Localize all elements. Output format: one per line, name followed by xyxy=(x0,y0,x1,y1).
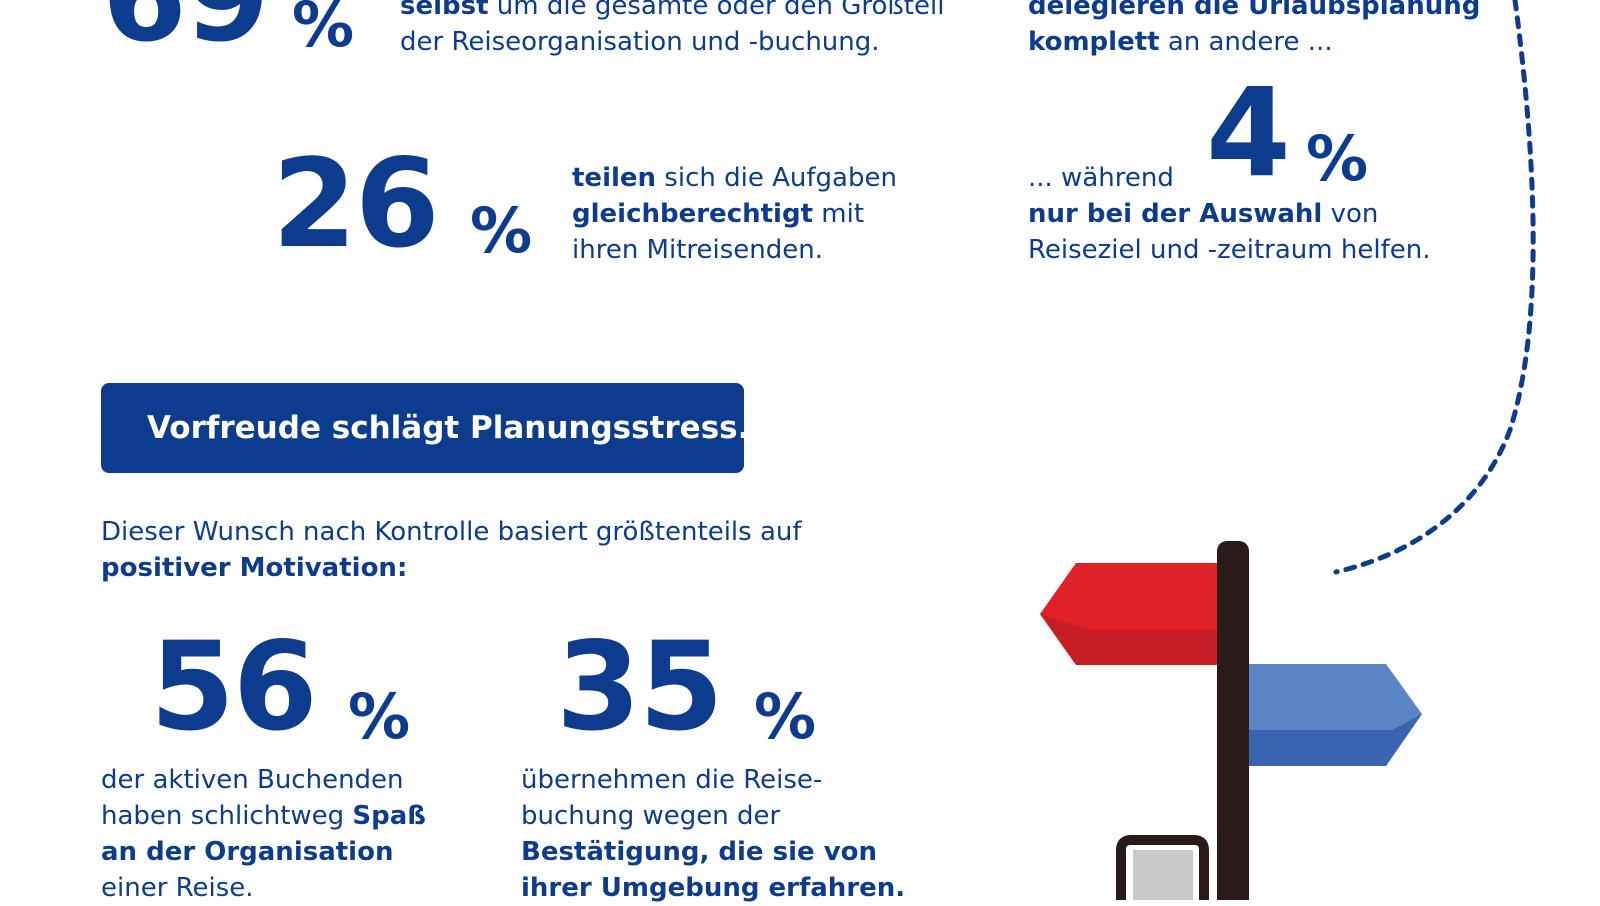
stat-69-line1: um die gesamte oder den Großteil xyxy=(488,0,945,21)
stat-26-line3: ihren Mitreisenden. xyxy=(572,235,824,265)
stat-56-line1: der aktiven Buchenden xyxy=(101,765,404,795)
stat-26-number: 26 xyxy=(272,133,440,275)
stat-56-line4: einer Reise. xyxy=(101,873,254,903)
stat-35-line1: übernehmen die Reise- xyxy=(521,765,823,795)
headline-banner-text: Vorfreude schlägt Planungsstress. xyxy=(147,410,750,446)
stat-56-line2: haben schlichtweg xyxy=(101,801,353,831)
stat-69-text: selbst um die gesamte oder den Großteil … xyxy=(400,0,944,60)
headline-banner: Vorfreude schlägt Planungsstress. xyxy=(101,383,749,473)
stat-26-percent: % xyxy=(470,194,533,267)
stat-delegate-text: delegieren die Urlaubsplanung komplett a… xyxy=(1028,0,1480,60)
stat-26-line1: sich die Aufgaben xyxy=(656,163,897,193)
stat-26-bold-1: teilen xyxy=(572,163,657,193)
dotted-path xyxy=(1333,0,1536,575)
stat-35-bold-2: ihrer Umgebung erfahren. xyxy=(521,873,906,903)
stat-35-percent: % xyxy=(754,680,817,753)
stat-35-number: 35 xyxy=(556,616,724,758)
stat-56-bold-2: an der Organisation xyxy=(101,837,394,867)
signpost-icon xyxy=(1040,541,1422,900)
stat-26-line2: mit xyxy=(813,199,865,229)
stat-56-text: der aktiven Buchenden haben schlichtweg … xyxy=(101,762,426,906)
stat-26-text: teilen sich die Aufgaben gleichberechtig… xyxy=(572,160,897,268)
intro-text: Dieser Wunsch nach Kontrolle basiert grö… xyxy=(101,514,802,586)
stat-4-percent: % xyxy=(1306,122,1369,195)
stat-4-text: nur bei der Auswahl von Reiseziel und -z… xyxy=(1028,196,1430,268)
stat-56-number: 56 xyxy=(150,616,318,758)
stat-69-line2: der Reiseorganisation und -buchung. xyxy=(400,27,880,57)
stat-35-bold-1: Bestätigung, die sie von xyxy=(521,837,878,867)
intro-bold: positiver Motivation: xyxy=(101,553,408,583)
stat-delegate-bold: delegieren die Urlaubsplanung xyxy=(1028,0,1481,21)
stat-4-line3: Reiseziel und -zeitraum helfen. xyxy=(1028,235,1431,265)
stat-4-number: 4 xyxy=(1206,62,1291,204)
stat-35-text: übernehmen die Reise- buchung wegen der … xyxy=(521,762,905,906)
stat-69-number: 69 xyxy=(102,0,270,59)
stat-4-bold: nur bei der Auswahl xyxy=(1028,199,1323,229)
stat-56-bold-1: Spaß xyxy=(352,801,427,831)
stat-56-percent: % xyxy=(348,680,411,753)
stat-26-bold-2: gleichberechtigt xyxy=(572,199,813,229)
stat-69-bold: selbst xyxy=(400,0,489,21)
stat-delegate-line2: an andere ... xyxy=(1159,27,1333,57)
intro-line1: Dieser Wunsch nach Kontrolle basiert grö… xyxy=(101,517,802,547)
stat-69-percent: % xyxy=(292,0,355,61)
suitcase-icon xyxy=(1116,835,1209,900)
stat-35-line2: buchung wegen der xyxy=(521,801,781,831)
stat-delegate-bold-2: komplett xyxy=(1028,27,1160,57)
stat-4-prefix: ... während xyxy=(1028,163,1174,193)
stat-4-line2: von xyxy=(1322,199,1379,229)
